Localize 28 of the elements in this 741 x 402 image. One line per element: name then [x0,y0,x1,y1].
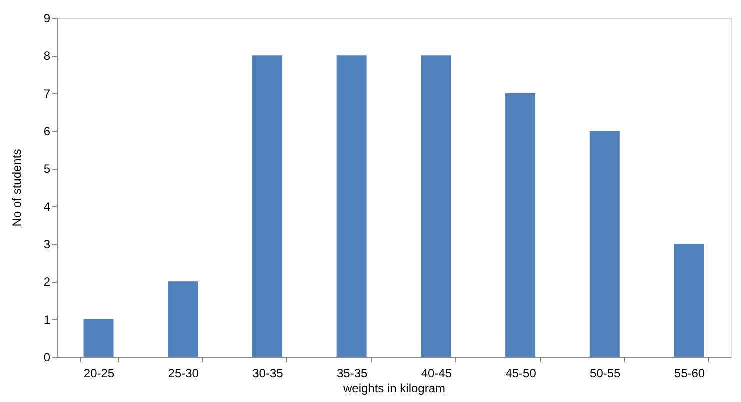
y-tick-label: 5 [44,162,51,176]
x-tick-label: 30-35 [252,366,284,380]
bar [168,282,198,357]
bar [421,56,452,357]
y-tick-label: 6 [44,124,51,138]
x-tick-label: 50-55 [590,366,622,380]
bar [84,319,114,357]
x-tick-label: 45-50 [506,366,537,380]
bar [252,56,282,357]
y-tick-label: 7 [44,86,51,101]
y-tick-label: 9 [44,12,51,26]
y-tick-label: 3 [44,238,51,252]
y-tick-label: 0 [44,350,51,364]
x-tick-label: 55-60 [674,366,706,380]
y-axis-title: No of students [10,149,24,227]
x-tick-label: 20-25 [84,366,115,380]
bar [590,131,620,357]
y-tick-label: 4 [44,200,51,214]
bar [674,244,704,357]
bar [336,56,367,357]
y-tick-label: 2 [44,275,51,290]
x-tick-label: 40-45 [421,366,452,380]
y-tick-label: 8 [44,49,51,64]
x-tick-label: 35-35 [336,366,368,380]
y-tick-label: 1 [44,312,51,327]
bar [506,93,536,357]
x-axis-title: weights in kilogram [342,382,446,396]
x-tick-label: 25-30 [168,366,200,380]
